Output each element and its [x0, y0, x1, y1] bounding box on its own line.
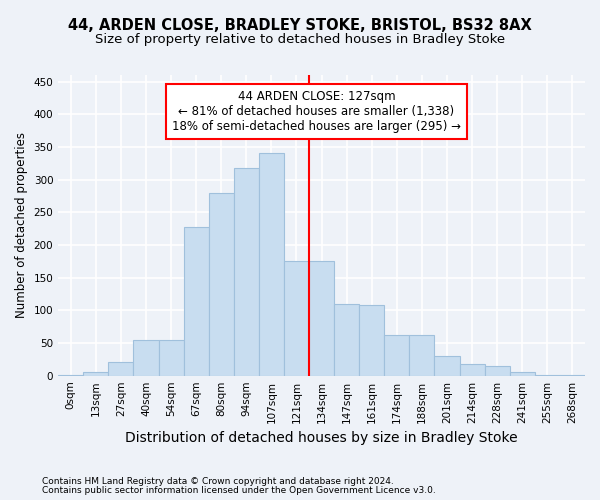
Bar — [359, 305, 385, 376]
Text: Size of property relative to detached houses in Bradley Stoke: Size of property relative to detached ho… — [95, 32, 505, 46]
Bar — [83, 372, 109, 376]
Bar — [58, 375, 83, 376]
Bar — [259, 153, 284, 376]
Bar — [560, 375, 585, 376]
Bar — [334, 304, 359, 376]
Bar — [535, 375, 560, 376]
Bar — [309, 262, 334, 376]
Bar — [284, 262, 309, 376]
Text: Contains HM Land Registry data © Crown copyright and database right 2024.: Contains HM Land Registry data © Crown c… — [42, 477, 394, 486]
X-axis label: Distribution of detached houses by size in Bradley Stoke: Distribution of detached houses by size … — [125, 431, 518, 445]
Bar — [460, 364, 485, 376]
Bar — [485, 366, 510, 376]
Bar — [234, 168, 259, 376]
Bar — [409, 334, 434, 376]
Bar — [158, 340, 184, 376]
Text: Contains public sector information licensed under the Open Government Licence v3: Contains public sector information licen… — [42, 486, 436, 495]
Bar — [385, 334, 409, 376]
Bar — [209, 192, 234, 376]
Bar — [434, 356, 460, 376]
Bar — [184, 226, 209, 376]
Y-axis label: Number of detached properties: Number of detached properties — [15, 132, 28, 318]
Text: 44, ARDEN CLOSE, BRADLEY STOKE, BRISTOL, BS32 8AX: 44, ARDEN CLOSE, BRADLEY STOKE, BRISTOL,… — [68, 18, 532, 32]
Bar — [510, 372, 535, 376]
Bar — [109, 362, 133, 376]
Bar — [133, 340, 158, 376]
Text: 44 ARDEN CLOSE: 127sqm
← 81% of detached houses are smaller (1,338)
18% of semi-: 44 ARDEN CLOSE: 127sqm ← 81% of detached… — [172, 90, 461, 133]
